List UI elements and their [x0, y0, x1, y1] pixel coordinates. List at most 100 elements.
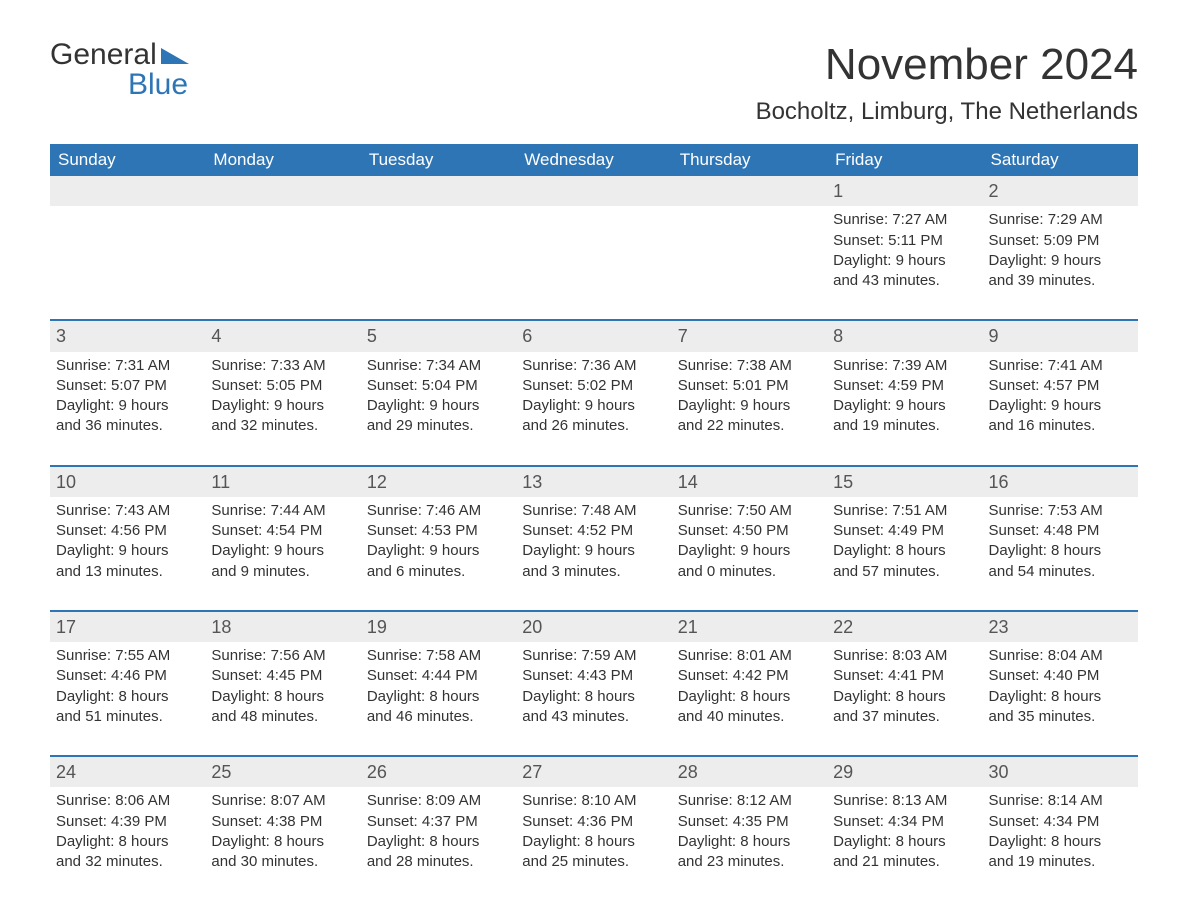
day-body: Sunrise: 7:38 AMSunset: 5:01 PMDaylight:… [672, 352, 827, 445]
day-line: Daylight: 9 hours [367, 541, 510, 561]
day-line: Sunrise: 7:36 AM [522, 356, 665, 376]
day-line: and 30 minutes. [211, 852, 354, 872]
day-line: and 29 minutes. [367, 416, 510, 436]
day-line: and 0 minutes. [678, 562, 821, 582]
day-body [516, 206, 671, 218]
day-cell: 5Sunrise: 7:34 AMSunset: 5:04 PMDaylight… [361, 321, 516, 444]
day-line: Sunset: 4:42 PM [678, 666, 821, 686]
day-line: and 6 minutes. [367, 562, 510, 582]
day-line: Sunrise: 7:38 AM [678, 356, 821, 376]
day-line: Daylight: 9 hours [989, 396, 1132, 416]
day-cell: 18Sunrise: 7:56 AMSunset: 4:45 PMDayligh… [205, 612, 360, 735]
day-cell [672, 176, 827, 299]
day-line: Sunset: 4:34 PM [989, 812, 1132, 832]
day-number [205, 176, 360, 206]
day-line: Daylight: 9 hours [522, 541, 665, 561]
day-line: Sunset: 5:05 PM [211, 376, 354, 396]
day-cell: 1Sunrise: 7:27 AMSunset: 5:11 PMDaylight… [827, 176, 982, 299]
day-number: 5 [361, 321, 516, 351]
day-body: Sunrise: 7:51 AMSunset: 4:49 PMDaylight:… [827, 497, 982, 590]
day-cell: 16Sunrise: 7:53 AMSunset: 4:48 PMDayligh… [983, 467, 1138, 590]
day-number [672, 176, 827, 206]
day-line: Daylight: 8 hours [211, 687, 354, 707]
day-body: Sunrise: 7:34 AMSunset: 5:04 PMDaylight:… [361, 352, 516, 445]
day-body [361, 206, 516, 218]
day-cell: 13Sunrise: 7:48 AMSunset: 4:52 PMDayligh… [516, 467, 671, 590]
day-number: 7 [672, 321, 827, 351]
day-body: Sunrise: 7:39 AMSunset: 4:59 PMDaylight:… [827, 352, 982, 445]
day-number: 19 [361, 612, 516, 642]
day-body: Sunrise: 7:29 AMSunset: 5:09 PMDaylight:… [983, 206, 1138, 299]
day-line: and 37 minutes. [833, 707, 976, 727]
day-line: and 43 minutes. [833, 271, 976, 291]
day-body: Sunrise: 7:59 AMSunset: 4:43 PMDaylight:… [516, 642, 671, 735]
day-line: and 21 minutes. [833, 852, 976, 872]
day-line: Sunrise: 7:51 AM [833, 501, 976, 521]
day-line: Sunset: 4:48 PM [989, 521, 1132, 541]
weekday-sunday: Sunday [50, 144, 205, 176]
day-cell: 10Sunrise: 7:43 AMSunset: 4:56 PMDayligh… [50, 467, 205, 590]
day-line: Sunrise: 8:06 AM [56, 791, 199, 811]
day-line: Sunrise: 7:55 AM [56, 646, 199, 666]
day-body: Sunrise: 8:13 AMSunset: 4:34 PMDaylight:… [827, 787, 982, 880]
day-line: Sunrise: 8:13 AM [833, 791, 976, 811]
day-number: 8 [827, 321, 982, 351]
day-line: and 16 minutes. [989, 416, 1132, 436]
day-cell: 8Sunrise: 7:39 AMSunset: 4:59 PMDaylight… [827, 321, 982, 444]
day-line: Sunset: 4:38 PM [211, 812, 354, 832]
day-number: 21 [672, 612, 827, 642]
day-line: Daylight: 9 hours [833, 251, 976, 271]
day-line: and 19 minutes. [833, 416, 976, 436]
day-cell [361, 176, 516, 299]
day-line: Sunrise: 8:01 AM [678, 646, 821, 666]
day-body: Sunrise: 7:46 AMSunset: 4:53 PMDaylight:… [361, 497, 516, 590]
day-body: Sunrise: 7:31 AMSunset: 5:07 PMDaylight:… [50, 352, 205, 445]
day-line: Daylight: 9 hours [211, 396, 354, 416]
day-line: Sunset: 5:11 PM [833, 231, 976, 251]
day-line: Daylight: 9 hours [367, 396, 510, 416]
day-body: Sunrise: 7:58 AMSunset: 4:44 PMDaylight:… [361, 642, 516, 735]
day-number: 14 [672, 467, 827, 497]
day-line: Sunrise: 7:33 AM [211, 356, 354, 376]
day-body: Sunrise: 8:04 AMSunset: 4:40 PMDaylight:… [983, 642, 1138, 735]
day-line: Sunrise: 7:39 AM [833, 356, 976, 376]
day-body: Sunrise: 8:12 AMSunset: 4:35 PMDaylight:… [672, 787, 827, 880]
day-number: 20 [516, 612, 671, 642]
day-line: Sunset: 5:07 PM [56, 376, 199, 396]
day-body: Sunrise: 8:06 AMSunset: 4:39 PMDaylight:… [50, 787, 205, 880]
day-cell: 19Sunrise: 7:58 AMSunset: 4:44 PMDayligh… [361, 612, 516, 735]
day-body: Sunrise: 8:01 AMSunset: 4:42 PMDaylight:… [672, 642, 827, 735]
day-body [50, 206, 205, 218]
weekday-header: SundayMondayTuesdayWednesdayThursdayFrid… [50, 144, 1138, 176]
day-line: Daylight: 9 hours [989, 251, 1132, 271]
day-body: Sunrise: 7:33 AMSunset: 5:05 PMDaylight:… [205, 352, 360, 445]
day-line: Sunset: 5:09 PM [989, 231, 1132, 251]
day-line: Daylight: 9 hours [833, 396, 976, 416]
day-line: Daylight: 8 hours [211, 832, 354, 852]
day-number [50, 176, 205, 206]
logo-word2: Blue [50, 70, 189, 100]
day-number: 9 [983, 321, 1138, 351]
day-cell: 7Sunrise: 7:38 AMSunset: 5:01 PMDaylight… [672, 321, 827, 444]
weekday-wednesday: Wednesday [516, 144, 671, 176]
day-line: Daylight: 9 hours [678, 396, 821, 416]
day-cell [516, 176, 671, 299]
day-number: 6 [516, 321, 671, 351]
day-cell: 21Sunrise: 8:01 AMSunset: 4:42 PMDayligh… [672, 612, 827, 735]
day-number: 3 [50, 321, 205, 351]
day-line: Daylight: 8 hours [56, 687, 199, 707]
day-line: Sunrise: 7:53 AM [989, 501, 1132, 521]
day-cell: 6Sunrise: 7:36 AMSunset: 5:02 PMDaylight… [516, 321, 671, 444]
weekday-monday: Monday [205, 144, 360, 176]
day-line: and 28 minutes. [367, 852, 510, 872]
day-cell: 27Sunrise: 8:10 AMSunset: 4:36 PMDayligh… [516, 757, 671, 880]
day-line: Sunset: 4:46 PM [56, 666, 199, 686]
day-line: Sunset: 4:36 PM [522, 812, 665, 832]
flag-icon [161, 40, 189, 70]
day-line: Sunset: 4:37 PM [367, 812, 510, 832]
day-cell: 29Sunrise: 8:13 AMSunset: 4:34 PMDayligh… [827, 757, 982, 880]
day-line: Sunrise: 7:58 AM [367, 646, 510, 666]
day-line: and 36 minutes. [56, 416, 199, 436]
day-line: Daylight: 8 hours [522, 832, 665, 852]
day-line: Daylight: 8 hours [833, 687, 976, 707]
